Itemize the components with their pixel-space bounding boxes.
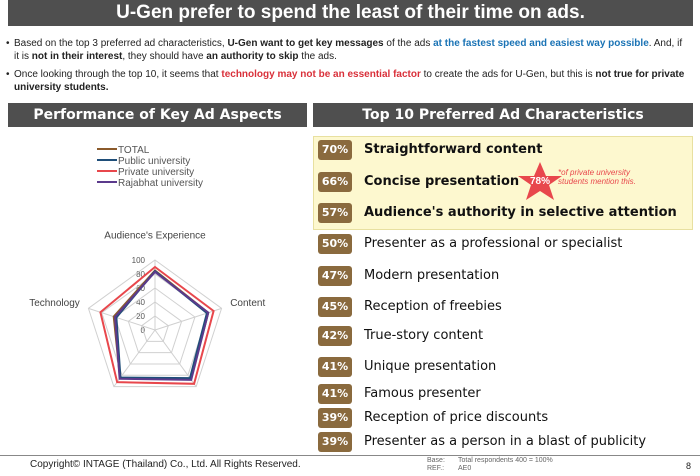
grid-ring: [87, 259, 223, 388]
series-polygon: [99, 265, 215, 385]
item-label: Presenter as a professional or specialis…: [364, 236, 623, 251]
list-item: 45% Reception of freebies: [318, 295, 688, 319]
list-item: 39% Reception of price discounts: [318, 406, 688, 430]
item-label: Modern presentation: [364, 268, 500, 283]
ref: AE0: [458, 465, 472, 472]
category-label: Content: [230, 298, 265, 309]
percent-badge: 66%: [318, 172, 352, 192]
tick-label: 100: [132, 256, 146, 265]
list-item: 47% Modern presentation: [318, 264, 688, 288]
base-label: Base:: [427, 457, 445, 464]
text: technology may not be an essential facto…: [221, 69, 421, 80]
item-label: True-story content: [364, 328, 484, 343]
text: to create the ads for U-Gen, but this is: [420, 69, 596, 80]
category-label: Audience's Experience: [104, 231, 206, 242]
item-label: Reception of freebies: [364, 299, 502, 314]
list-item: 50% Presenter as a professional or specia…: [318, 232, 688, 256]
text: not in their interest: [31, 51, 123, 62]
item-label: Presenter as a person in a blast of publ…: [364, 434, 647, 449]
footer-rule: [0, 455, 700, 456]
panel-title: Top 10 Preferred Ad Characteristics: [313, 103, 693, 127]
tick-label: 80: [136, 270, 145, 279]
text: Based on the top 3 preferred ad characte…: [14, 38, 228, 49]
legend-label: Public university: [118, 156, 190, 167]
percent-badge: 39%: [318, 432, 352, 452]
star: [518, 162, 562, 200]
item-label: Reception of price discounts: [364, 410, 549, 425]
percent-badge: 42%: [318, 326, 352, 346]
bullet: Based on the top 3 preferred ad characte…: [6, 37, 686, 63]
base: Total respondents 400 = 100%: [458, 457, 553, 464]
item-label: Concise presentation: [364, 174, 520, 189]
slide-title: U-Gen prefer to spend the least of their…: [8, 0, 693, 26]
grid-ring: [127, 301, 183, 354]
percent-badge: 70%: [318, 140, 352, 160]
text: . And, if it is: [14, 38, 683, 62]
percent-badge: 41%: [318, 357, 352, 377]
percent-badge: 57%: [318, 203, 352, 223]
list-item: 41% Famous presenter: [318, 382, 688, 406]
percent-badge: 45%: [318, 297, 352, 317]
list-item: 57% Audience's authority in selective att…: [318, 201, 688, 225]
grid-ring: [141, 315, 169, 342]
text: not true for private university students…: [14, 69, 685, 93]
highlight-box: [313, 136, 693, 230]
star-note: *of private university students mention …: [558, 168, 636, 186]
percent-badge: 47%: [318, 266, 352, 286]
legend-label: TOTAL: [118, 145, 150, 156]
page-number: 8: [686, 461, 692, 471]
text: Once looking through the top 10, it seem…: [14, 69, 222, 80]
tick-label: 20: [136, 312, 145, 321]
tick-label: 40: [136, 298, 145, 307]
text: the ads.: [298, 51, 337, 62]
ref-label: REF.:: [427, 465, 445, 472]
text: an authority to skip: [206, 51, 299, 62]
text: at the fastest speed and easiest way pos…: [433, 38, 649, 49]
list-item: 66% Concise presentation: [318, 170, 688, 194]
text: U-Gen want to get key messages: [227, 38, 384, 49]
legend-label: Private university: [118, 167, 194, 178]
bullet: Once looking through the top 10, it seem…: [6, 68, 686, 94]
percent-badge: 50%: [318, 234, 352, 254]
copyright: Copyright© INTAGE (Thailand) Co., Ltd. A…: [30, 459, 301, 470]
percent-badge: 39%: [318, 408, 352, 428]
star-value: 78%: [530, 176, 550, 187]
item-label: Straightforward content: [364, 142, 543, 157]
item-label: Famous presenter: [364, 386, 481, 401]
item-label: Unique presentation: [364, 359, 497, 374]
list-item: 39% Presenter as a person in a blast of p…: [318, 430, 688, 454]
list-item: 70% Straightforward content: [318, 138, 688, 162]
legend-label: Rajabhat university: [118, 178, 203, 189]
text: of the ads: [383, 38, 434, 49]
panel-title: Performance of Key Ad Aspects: [8, 103, 307, 127]
text: , they should have: [122, 51, 207, 62]
spoke: [154, 307, 222, 331]
star-callout: 78%: [518, 162, 562, 200]
list-item: 42% True-story content: [318, 324, 688, 348]
item-label: Audience's authority in selective attent…: [364, 205, 677, 220]
list-item: 41% Unique presentation: [318, 355, 688, 379]
percent-badge: 41%: [318, 384, 352, 404]
series-polygon: [114, 270, 210, 381]
category-label: Technology: [29, 298, 80, 309]
